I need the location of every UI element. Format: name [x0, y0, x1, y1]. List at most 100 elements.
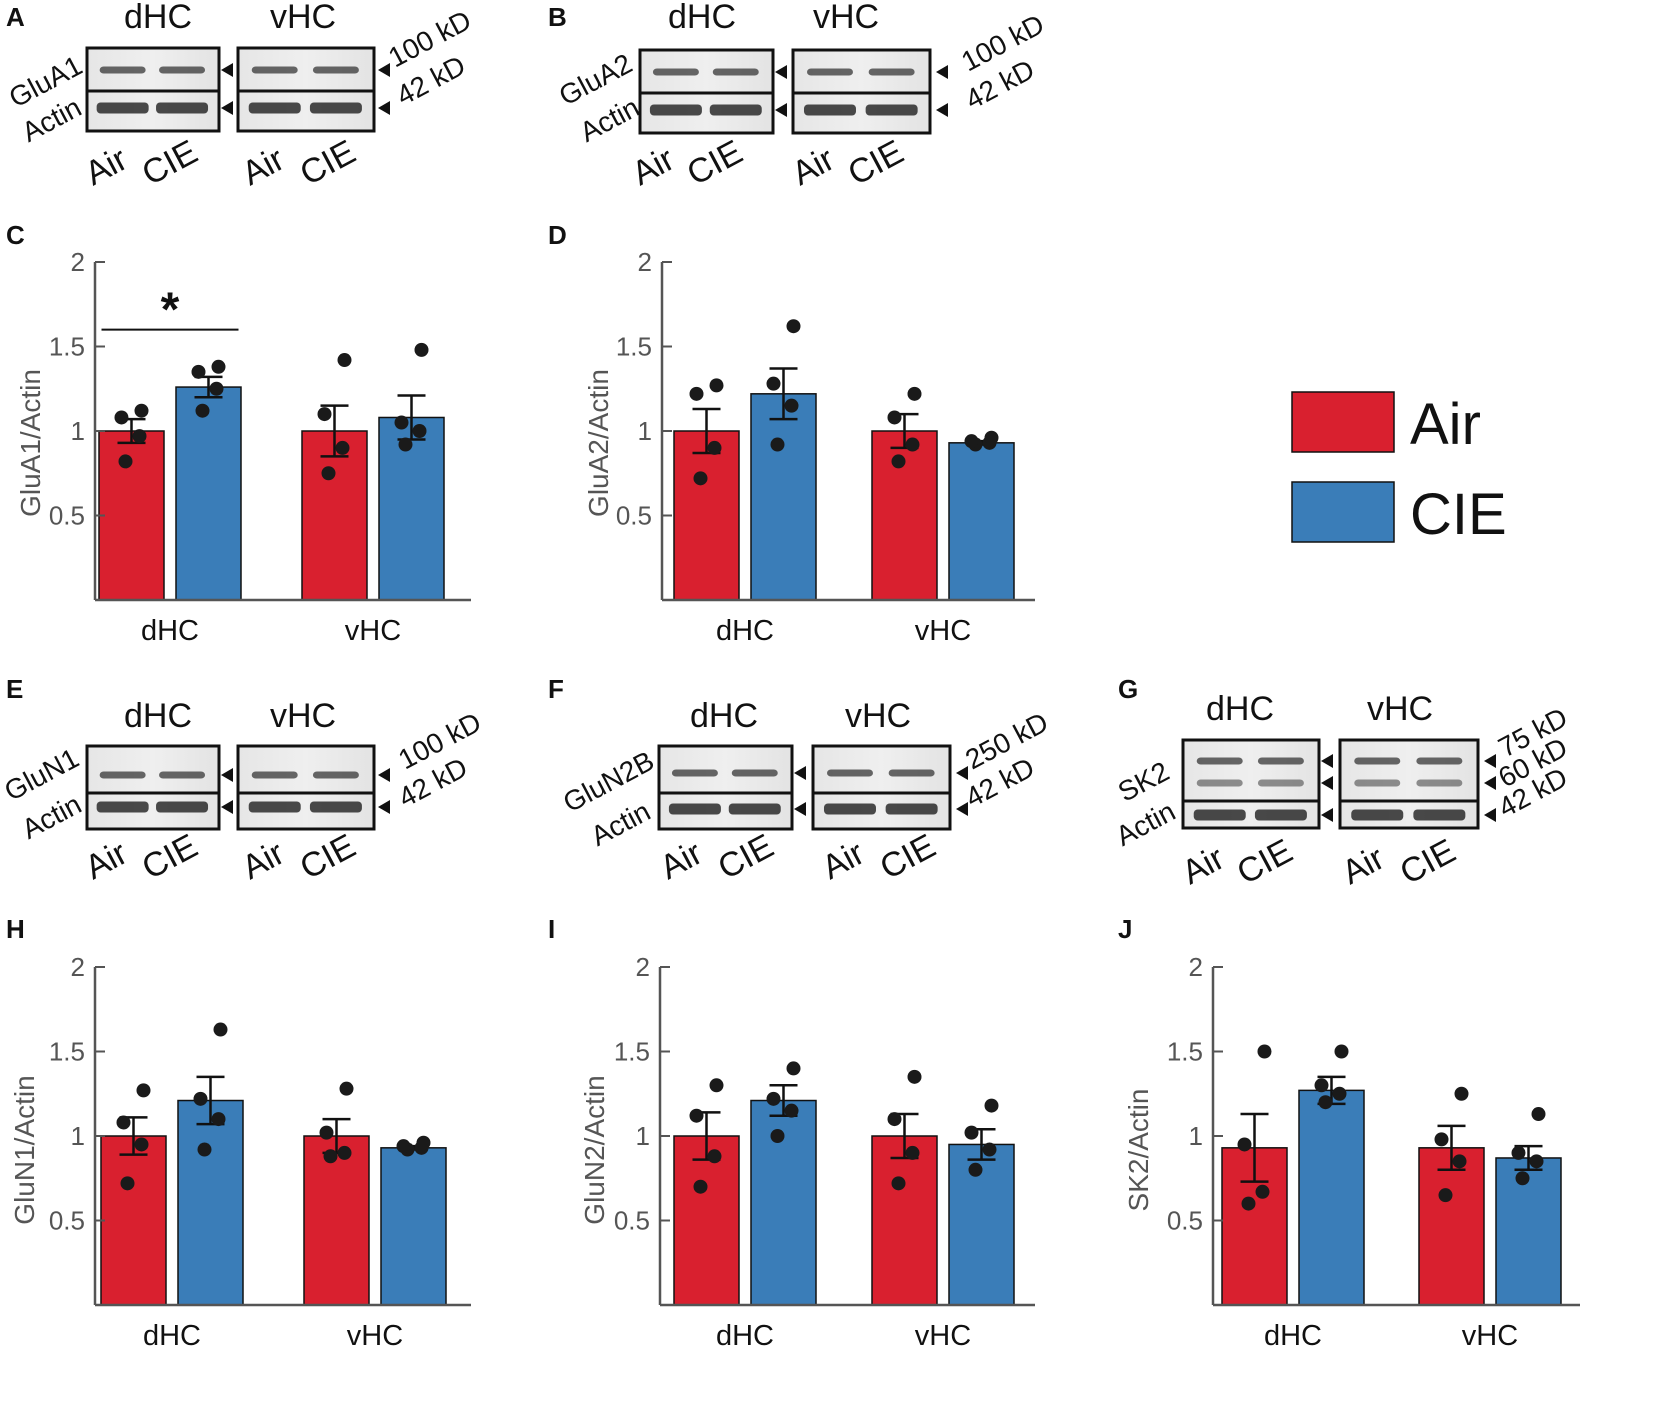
protein-band: [99, 66, 146, 74]
y-tick-label: 0.5: [614, 1206, 650, 1236]
y-tick-label: 2: [1189, 952, 1203, 982]
y-tick-label: 1.5: [614, 1037, 650, 1067]
lane-label-cie: CIE: [294, 133, 362, 193]
y-axis-label: GluA1/Actin: [15, 369, 46, 517]
panel-label: B: [548, 2, 567, 32]
blot-membrane: [85, 744, 221, 831]
data-point: [1241, 1196, 1256, 1211]
bar-air-dhc: [98, 430, 165, 601]
bar-cie-dhc: [177, 1099, 244, 1306]
lane-label-air: Air: [1176, 839, 1231, 892]
marker-arrowhead: [794, 802, 806, 816]
region-label-dhc: dHC: [124, 697, 192, 735]
region-label-dhc: dHC: [1206, 690, 1274, 728]
data-point: [195, 403, 210, 418]
data-point: [136, 1083, 151, 1098]
data-point: [335, 440, 350, 455]
legend-swatch-cie: [1291, 481, 1395, 543]
data-point: [1237, 1137, 1252, 1152]
y-tick-label: 1: [636, 1121, 650, 1151]
data-point: [1314, 1078, 1329, 1093]
actin-band: [1193, 809, 1246, 821]
category-label-vhc: vHC: [915, 1320, 971, 1352]
data-point: [784, 398, 799, 413]
data-point: [396, 1139, 411, 1154]
region-label-dhc: dHC: [124, 0, 192, 36]
data-point: [211, 359, 226, 374]
data-point: [905, 437, 920, 452]
bar-air-vhc: [301, 430, 368, 601]
data-point: [907, 1069, 922, 1084]
marker-arrowhead: [378, 768, 390, 782]
panel-label: J: [1118, 914, 1132, 944]
region-label-vhc: vHC: [845, 697, 911, 735]
legend: Air CIE: [1291, 391, 1507, 547]
y-tick-label: 0.5: [616, 501, 652, 531]
bar-air-dhc: [673, 430, 740, 601]
bar-cie-dhc: [1298, 1089, 1365, 1306]
bar-cie-vhc: [948, 442, 1015, 601]
actin-band: [1254, 809, 1307, 821]
data-point: [398, 437, 413, 452]
panel-label: E: [6, 674, 23, 704]
y-tick-label: 0.5: [49, 1206, 85, 1236]
lane-label-air: Air: [236, 140, 291, 193]
data-point: [887, 410, 902, 425]
data-point: [1515, 1171, 1530, 1186]
data-point: [786, 1061, 801, 1076]
y-tick-label: 1.5: [1167, 1037, 1203, 1067]
bar-cie-dhc: [175, 386, 242, 601]
actin-band: [96, 102, 149, 114]
data-point: [1434, 1132, 1449, 1147]
data-point: [319, 1125, 334, 1140]
data-point: [693, 471, 708, 486]
data-point: [211, 1112, 226, 1127]
protein-band: [826, 769, 873, 777]
marker-arrowhead: [1484, 754, 1496, 768]
y-tick-label: 2: [638, 247, 652, 277]
protein-band: [868, 68, 915, 76]
data-point: [709, 378, 724, 393]
data-point: [132, 429, 147, 444]
data-point: [887, 1112, 902, 1127]
y-tick-label: 2: [71, 247, 85, 277]
data-point: [209, 381, 224, 396]
category-label-dhc: dHC: [143, 1320, 201, 1352]
y-axis-label: SK2/Actin: [1123, 1089, 1154, 1212]
protein-band: [1196, 779, 1243, 787]
lane-label-cie: CIE: [842, 133, 910, 193]
lane-label-cie: CIE: [681, 133, 749, 193]
significance-star: *: [161, 284, 180, 337]
y-tick-label: 1.5: [616, 332, 652, 362]
lane-label-air: Air: [816, 834, 871, 887]
data-point: [120, 1176, 135, 1191]
y-tick-label: 0.5: [49, 501, 85, 531]
y-tick-label: 2: [636, 952, 650, 982]
actin-band: [248, 801, 301, 813]
bar-air-vhc: [303, 1135, 370, 1306]
bar-air-vhc: [871, 430, 938, 601]
legend-label-cie: CIE: [1410, 482, 1507, 547]
marker-arrowhead: [221, 800, 233, 814]
lane-label-cie: CIE: [874, 827, 942, 887]
bar-air-dhc: [100, 1135, 167, 1306]
lane-label-cie: CIE: [136, 133, 204, 193]
marker-arrowhead: [1321, 808, 1333, 822]
bar-air-dhc: [673, 1135, 740, 1306]
data-point: [1511, 1145, 1526, 1160]
protein-band: [731, 769, 778, 777]
bar-air-vhc: [871, 1135, 938, 1306]
marker-arrowhead: [221, 63, 233, 77]
region-label-vhc: vHC: [270, 697, 336, 735]
y-tick-label: 1: [1189, 1121, 1203, 1151]
protein-band: [251, 66, 298, 74]
data-point: [1531, 1107, 1546, 1122]
category-label-dhc: dHC: [716, 615, 774, 647]
actin-band: [309, 801, 362, 813]
y-axis-label: GluN1/Actin: [9, 1075, 40, 1224]
protein-band: [652, 68, 699, 76]
